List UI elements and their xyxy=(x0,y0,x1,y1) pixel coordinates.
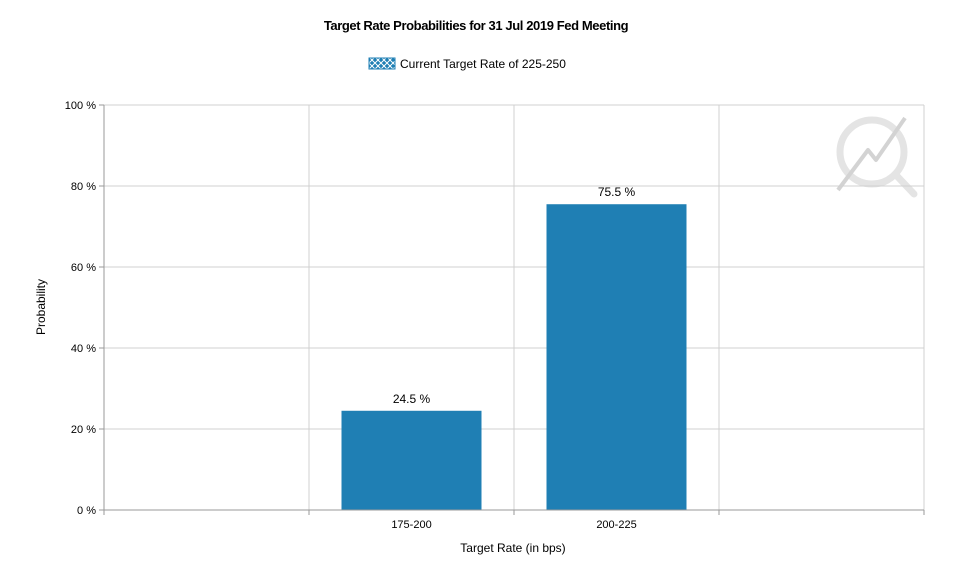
y-tick-label: 100 % xyxy=(65,100,96,112)
y-tick-label: 0 % xyxy=(77,505,96,517)
y-tick-label: 60 % xyxy=(71,262,96,274)
x-tick-label: 200-225 xyxy=(596,519,636,531)
bar xyxy=(546,204,687,510)
x-tick-label: 175-200 xyxy=(391,519,431,531)
legend-swatch xyxy=(368,57,396,70)
gridlines xyxy=(103,104,925,511)
data-label: 24.5 % xyxy=(393,392,431,406)
x-axis-label: Target Rate (in bps) xyxy=(460,541,565,555)
legend: Current Target Rate of 225-250 xyxy=(368,57,566,71)
y-axis-label: Probability xyxy=(34,279,48,335)
bar xyxy=(341,410,482,510)
tick-labels: 0 % 20 % 40 % 60 % 80 % 100 % 175-200 24.5 % 200… xyxy=(65,100,637,531)
y-tick-label: 40 % xyxy=(71,343,96,355)
axes xyxy=(99,104,925,515)
legend-label: Current Target Rate of 225-250 xyxy=(400,57,566,71)
chart-title: Target Rate Probabilities for 31 Jul 201… xyxy=(324,18,629,33)
logo-watermark-icon xyxy=(836,116,918,198)
y-tick-label: 80 % xyxy=(71,181,96,193)
y-tick-label: 20 % xyxy=(71,424,96,436)
bars xyxy=(341,204,687,510)
data-label: 75.5 % xyxy=(598,185,636,199)
